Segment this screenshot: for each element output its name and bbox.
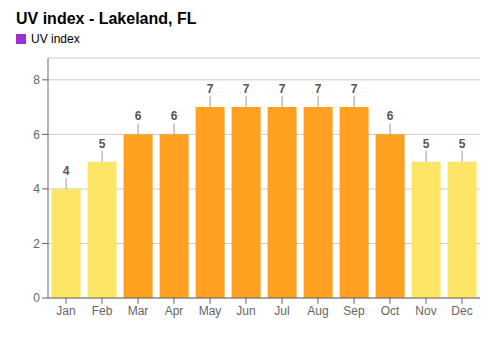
svg-text:6: 6 <box>33 128 40 142</box>
svg-text:6: 6 <box>387 109 394 123</box>
svg-text:6: 6 <box>171 109 178 123</box>
svg-text:4: 4 <box>33 182 40 196</box>
svg-text:Feb: Feb <box>92 304 113 318</box>
svg-text:Jun: Jun <box>236 304 255 318</box>
svg-text:6: 6 <box>135 109 142 123</box>
svg-text:Jan: Jan <box>56 304 75 318</box>
svg-text:Sep: Sep <box>343 304 365 318</box>
svg-text:7: 7 <box>243 82 250 96</box>
svg-text:Nov: Nov <box>415 304 436 318</box>
svg-text:Dec: Dec <box>451 304 472 318</box>
svg-text:Mar: Mar <box>128 304 149 318</box>
svg-text:8: 8 <box>33 73 40 87</box>
svg-text:May: May <box>199 304 222 318</box>
svg-text:7: 7 <box>207 82 214 96</box>
svg-text:0: 0 <box>33 291 40 305</box>
svg-text:Jul: Jul <box>274 304 289 318</box>
svg-text:7: 7 <box>279 82 286 96</box>
svg-text:7: 7 <box>315 82 322 96</box>
html-text:UV index - Lakeland, FL: UV index - Lakeland, FL <box>16 10 197 27</box>
svg-text:5: 5 <box>459 137 466 151</box>
svg-text:5: 5 <box>99 137 106 151</box>
html-text:UV index: UV index <box>31 32 80 46</box>
svg-text:Oct: Oct <box>381 304 400 318</box>
svg-text:Aug: Aug <box>307 304 328 318</box>
svg-text:7: 7 <box>351 82 358 96</box>
svg-text:2: 2 <box>33 237 40 251</box>
svg-text:Apr: Apr <box>165 304 184 318</box>
svg-text:5: 5 <box>423 137 430 151</box>
svg-text:4: 4 <box>63 164 70 178</box>
